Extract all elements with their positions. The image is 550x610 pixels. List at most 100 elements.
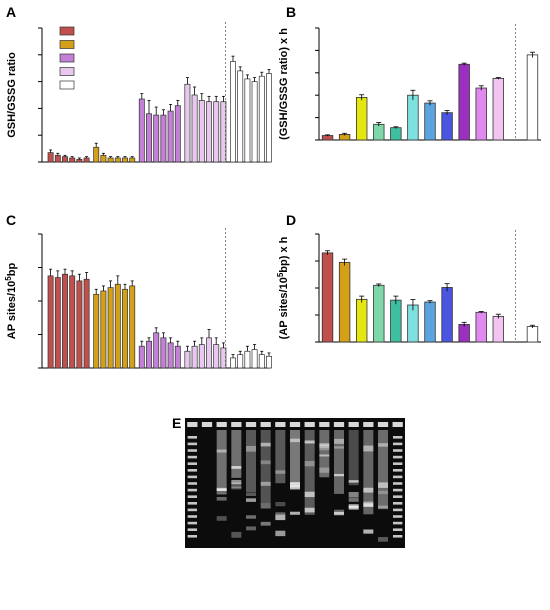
- bar: [258, 354, 265, 369]
- bar: [492, 315, 505, 343]
- bar: [251, 349, 258, 369]
- gel-smear: [348, 430, 359, 486]
- bar: [213, 101, 220, 163]
- gel-band: [363, 529, 374, 534]
- gel-band: [231, 466, 242, 469]
- y-axis-label-text: AP sites/10: [6, 281, 18, 340]
- gel-band: [290, 511, 300, 515]
- bar: [244, 78, 251, 163]
- legend-swatch: [59, 40, 75, 49]
- gel-band: [246, 515, 256, 519]
- gel-band: [334, 509, 344, 515]
- gel-marker-band: [187, 449, 198, 452]
- gel-band: [290, 438, 300, 443]
- gel-band: [334, 438, 344, 444]
- gel-smear: [363, 430, 374, 515]
- bar: [526, 54, 539, 141]
- gel-band: [334, 511, 344, 516]
- bar: [62, 273, 68, 369]
- bar: [54, 154, 61, 163]
- gel-band: [290, 482, 300, 485]
- gel-marker-band: [187, 462, 198, 465]
- gel-e-dna-electrophoresis: [185, 418, 405, 548]
- gel-well: [377, 422, 389, 427]
- gel-well: [333, 422, 345, 427]
- bar: [198, 344, 205, 369]
- bar: [146, 340, 152, 369]
- gel-smear: [290, 430, 300, 490]
- bar: [184, 83, 191, 163]
- gel-band: [231, 531, 242, 538]
- gel-marker-band: [187, 442, 198, 446]
- bar: [407, 94, 419, 141]
- gel-marker-band: [187, 488, 198, 492]
- gel-band: [231, 486, 242, 490]
- gel-well: [201, 422, 213, 427]
- legend-swatch: [59, 80, 75, 90]
- gel-band: [319, 446, 330, 451]
- bar: [198, 100, 205, 163]
- bar: [100, 154, 107, 163]
- gel-band: [246, 498, 256, 502]
- chart-d-ap-sites-auc: (AP sites/105bp) x h: [276, 230, 541, 343]
- gel-band: [304, 507, 315, 513]
- bar: [62, 156, 68, 163]
- y-axis-label-sup: 5: [276, 272, 285, 277]
- bar: [230, 61, 236, 163]
- gel-band: [260, 460, 271, 465]
- gel-marker-band: [187, 521, 198, 525]
- gel-band: [231, 479, 242, 485]
- gel-marker-band: [187, 482, 198, 485]
- gel-smear: [246, 430, 256, 493]
- bar: [526, 326, 539, 343]
- bar: [213, 344, 220, 369]
- bar: [266, 73, 272, 163]
- gel-band: [348, 480, 359, 483]
- gel-well: [260, 422, 271, 427]
- bar: [114, 283, 121, 369]
- bar: [244, 350, 251, 369]
- bar: [424, 301, 436, 343]
- bar: [54, 277, 61, 369]
- bar: [69, 157, 76, 163]
- bar: [107, 287, 114, 369]
- bar: [441, 287, 453, 343]
- bar: [258, 75, 265, 163]
- gel-well: [392, 422, 403, 427]
- bar: [160, 114, 167, 163]
- gel-marker-band: [187, 515, 198, 518]
- gel-well: [289, 422, 301, 427]
- gel-smear: [275, 430, 286, 484]
- y-axis-label: GSH/GSSG ratio: [6, 52, 18, 138]
- y-axis-label-text: GSH/GSSG ratio: [6, 52, 18, 138]
- gel-marker-band: [392, 502, 403, 505]
- legend-swatch: [59, 67, 75, 76]
- bar: [206, 337, 212, 369]
- gel-marker-band: [392, 528, 403, 531]
- gel-band: [319, 444, 330, 448]
- panel-label-c: C: [6, 212, 16, 228]
- gel-band: [348, 505, 359, 510]
- y-axis-label: (AP sites/105bp) x h: [276, 236, 290, 339]
- gel-band: [260, 521, 271, 526]
- gel-band: [290, 484, 300, 488]
- gel-well: [363, 422, 374, 427]
- bar: [47, 275, 54, 369]
- y-axis-label-text: (AP sites/10: [278, 277, 290, 339]
- gel-band: [216, 516, 227, 521]
- bar: [167, 110, 174, 163]
- y-axis-label-tail: bp: [6, 263, 18, 277]
- bar: [153, 332, 160, 369]
- gel-marker-band: [392, 436, 403, 439]
- bar: [230, 357, 236, 369]
- gel-well: [275, 422, 286, 427]
- gel-band: [275, 470, 286, 474]
- bar: [266, 355, 272, 369]
- chart-a-gsh-gssg-time: GSH/GSSG ratio: [6, 22, 272, 163]
- legend-swatch: [59, 53, 75, 63]
- legend-swatch: [59, 26, 75, 36]
- bar: [237, 354, 244, 369]
- gel-band: [304, 441, 315, 445]
- bar: [114, 157, 121, 163]
- gel-well: [216, 422, 227, 427]
